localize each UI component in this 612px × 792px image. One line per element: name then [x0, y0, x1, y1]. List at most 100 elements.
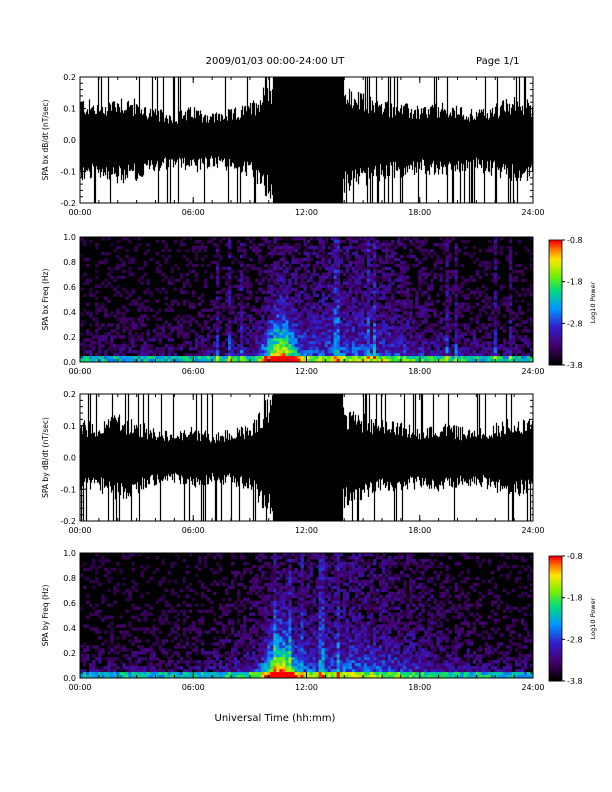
- spectrogram-cell: [176, 654, 181, 658]
- spectrogram-cell: [227, 660, 232, 664]
- spectrogram-cell: [176, 278, 181, 283]
- spectrogram-cell: [83, 660, 87, 664]
- spectrogram-cell: [478, 338, 483, 342]
- spectrogram-cell: [520, 356, 525, 360]
- spectrogram-cell: [215, 320, 220, 324]
- spectrogram-cell: [137, 359, 141, 363]
- spectrogram-cell: [394, 356, 398, 360]
- spectrogram-cell: [324, 347, 329, 351]
- spectrogram-cell: [240, 311, 244, 315]
- spectrogram-cell: [182, 317, 187, 321]
- spectrogram-cell: [158, 630, 162, 634]
- spectrogram-cell: [252, 332, 256, 336]
- spectrogram-cell: [243, 341, 247, 345]
- spectrogram-cell: [83, 672, 87, 676]
- spectrogram-cell: [288, 263, 292, 268]
- spectrogram-cell: [122, 359, 126, 363]
- spectrogram-cell: [327, 281, 332, 286]
- spectrogram-cell: [388, 257, 392, 262]
- spectrogram-cell: [400, 338, 404, 342]
- spectrogram-cell: [218, 555, 223, 560]
- spectrogram-cell: [315, 314, 319, 318]
- spectrogram-cell: [161, 356, 165, 360]
- spectrogram-cell: [472, 260, 477, 265]
- spectrogram-cell: [321, 237, 326, 241]
- spectrogram-cell: [297, 344, 301, 348]
- spectrogram-cell: [523, 278, 528, 283]
- spectrogram-cell: [469, 320, 473, 324]
- spectrogram-cell: [397, 278, 401, 283]
- spectrogram-cell: [191, 293, 196, 297]
- spectrogram-cell: [185, 290, 190, 294]
- spectrogram-cell: [237, 317, 241, 321]
- spectrogram-cell: [342, 317, 347, 321]
- spectrogram-cell: [448, 254, 452, 259]
- spectrogram-cell: [140, 573, 144, 578]
- spectrogram-cell: [182, 621, 187, 625]
- spectrogram-cell: [303, 290, 307, 294]
- spectrogram-cell: [203, 347, 208, 351]
- spectrogram-cell: [523, 293, 528, 297]
- spectrogram-cell: [101, 558, 105, 563]
- spectrogram-cell: [427, 353, 431, 357]
- spectrogram-cell: [354, 272, 359, 277]
- spectrogram-cell: [514, 332, 519, 336]
- spectrogram-cell: [445, 260, 449, 265]
- spectrogram-cell: [98, 284, 102, 288]
- spectrogram-cell: [406, 287, 410, 291]
- spectrogram-cell: [378, 326, 383, 330]
- spectrogram-cell: [98, 305, 102, 309]
- spectrogram-cell: [442, 353, 446, 357]
- spectrogram-cell: [131, 344, 135, 348]
- spectrogram-cell: [375, 323, 380, 327]
- spectrogram-cell: [493, 245, 498, 250]
- spectrogram-cell: [463, 338, 467, 342]
- spectrogram-cell: [95, 576, 99, 581]
- spectrogram-cell: [336, 320, 341, 324]
- spectrogram-cell: [215, 657, 220, 661]
- spectrogram-cell: [418, 329, 422, 333]
- spectrogram-cell: [237, 287, 241, 291]
- spectrogram-cell: [508, 326, 513, 330]
- spectrogram-cell: [215, 284, 220, 288]
- spectrogram-cell: [472, 335, 477, 339]
- spectrogram-cell: [137, 350, 141, 354]
- spectrogram-cell: [188, 645, 193, 649]
- spectrogram-cell: [460, 359, 464, 363]
- spectrogram-cell: [243, 281, 247, 286]
- colorbar-segment: [549, 248, 562, 251]
- spectrogram-cell: [110, 603, 114, 607]
- spectrogram-cell: [264, 329, 268, 333]
- spectrogram-cell: [176, 645, 181, 649]
- spectrogram-cell: [188, 284, 193, 288]
- spectrogram-cell: [101, 302, 105, 306]
- spectrogram-cell: [385, 329, 389, 333]
- spectrogram-cell: [161, 329, 165, 333]
- spectrogram-cell: [363, 302, 368, 306]
- spectrogram-cell: [348, 266, 353, 271]
- spectrogram-cell: [427, 272, 431, 277]
- spectrogram-cell: [194, 651, 199, 655]
- spectrogram-cell: [339, 299, 344, 303]
- spectrogram-cell: [348, 338, 353, 342]
- spectrogram-cell: [188, 603, 193, 607]
- spectrogram-cell: [324, 332, 329, 336]
- spectrogram-cell: [403, 323, 407, 327]
- spectrogram-cell: [445, 245, 449, 250]
- spectrogram-cell: [360, 299, 365, 303]
- spectrogram-cell: [315, 332, 319, 336]
- spectrogram-cell: [113, 669, 117, 673]
- spectrogram-cell: [243, 251, 247, 256]
- spectrogram-cell: [385, 338, 389, 342]
- spectrogram-cell: [342, 293, 347, 297]
- spectrogram-cell: [131, 615, 135, 619]
- spectrogram-cell: [397, 299, 401, 303]
- spectrogram-cell: [366, 335, 371, 339]
- spectrogram-cell: [306, 341, 310, 345]
- spectrogram-cell: [339, 344, 344, 348]
- spectrogram-cell: [457, 329, 461, 333]
- spectrogram-cell: [351, 353, 356, 357]
- spectrogram-cell: [101, 260, 105, 265]
- spectrogram-cell: [442, 239, 446, 244]
- spectrogram-cell: [312, 323, 316, 327]
